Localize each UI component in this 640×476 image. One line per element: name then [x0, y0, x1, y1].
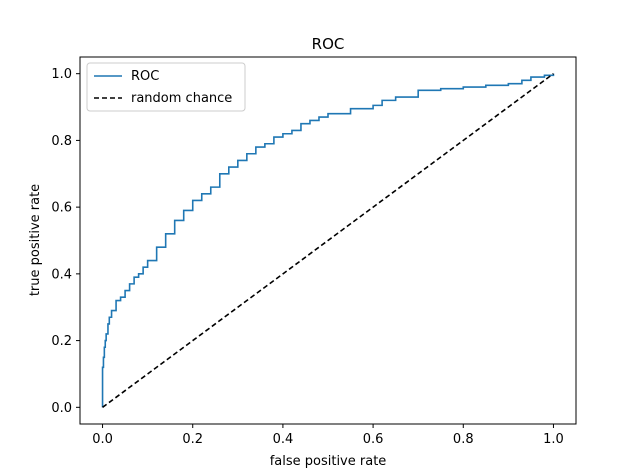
y-axis-ticks: 0.0 0.2 0.4 0.6 0.8 1.0 — [51, 67, 80, 416]
x-tick-label: 1.0 — [543, 432, 564, 447]
plot-area — [79, 56, 577, 425]
y-tick-label: 1.0 — [51, 67, 72, 82]
y-tick-label: 0.8 — [51, 134, 72, 149]
x-tick-label: 0.0 — [92, 432, 113, 447]
y-axis-label: true positive rate — [28, 184, 43, 296]
legend-box — [86, 62, 246, 112]
legend: ROC random chance — [86, 62, 246, 112]
y-tick-label: 0.4 — [51, 267, 72, 282]
series-line-roc — [101, 73, 555, 408]
x-axis-ticks: 0.0 0.2 0.4 0.6 0.8 1.0 — [92, 424, 564, 447]
chart-title: ROC — [312, 35, 345, 53]
y-tick-label: 0.6 — [51, 201, 72, 216]
series-layer — [101, 73, 555, 408]
x-tick-label: 0.6 — [363, 432, 384, 447]
legend-label-random-chance: random chance — [131, 91, 232, 106]
y-tick-label: 0.2 — [51, 334, 72, 349]
x-axis-label: false positive rate — [270, 454, 387, 469]
legend-label-roc: ROC — [131, 69, 159, 84]
y-tick-label: 0.0 — [51, 401, 72, 416]
series-line-random-chance — [102, 73, 554, 408]
x-tick-label: 0.8 — [453, 432, 474, 447]
x-tick-label: 0.4 — [273, 432, 294, 447]
x-tick-label: 0.2 — [182, 432, 203, 447]
